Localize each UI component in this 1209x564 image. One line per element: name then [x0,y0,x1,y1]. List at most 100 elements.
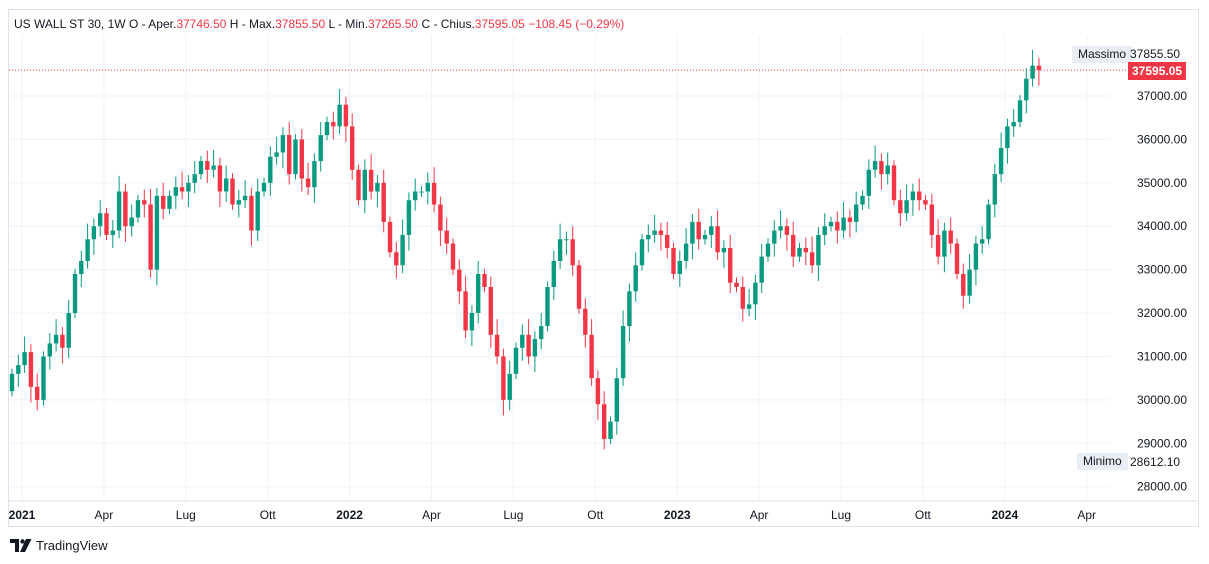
candle-body [860,195,865,205]
candle-body [891,165,897,201]
candle-body [639,239,645,266]
candle-body [255,191,260,231]
candle-body [608,421,613,439]
candle-body [746,304,752,309]
candle-body [299,139,304,179]
candle-body [879,161,884,175]
x-tick-label: Lug [831,508,851,522]
candle-body [910,191,916,201]
candle-body [362,169,367,201]
legend-close-label: C - Chius. [421,17,475,31]
candle-body [778,226,783,231]
candle-body [211,165,216,170]
candle-body [167,195,172,209]
candle-body [476,273,481,314]
candle-body [494,334,500,357]
candle-body [948,230,953,244]
legend-high-label: H - Max. [229,17,276,31]
candle-body [261,182,267,192]
candle-body [513,347,519,374]
candle-body [179,187,185,192]
candle-body [419,191,424,193]
max-value-tag: 37855.50 [1130,47,1180,61]
candle-body [287,135,292,175]
candle-body [22,352,27,366]
candle-body [242,195,248,201]
candle-body [135,200,141,218]
candle-body [312,161,317,188]
candle-body [293,139,298,175]
candle-body [236,200,241,205]
candle-body [961,273,966,296]
candle-body [942,230,947,257]
y-tick-label: 33000.00 [1137,263,1187,277]
candle-body [343,104,349,127]
candle-body [620,326,626,379]
candle-body [835,221,840,231]
candle-body [866,169,871,196]
candle-body [557,239,563,261]
footer: TradingView [10,538,108,553]
candle-body [331,122,336,127]
candle-body [368,169,374,192]
candle-body [998,148,1004,175]
y-tick-label: 35000.00 [1137,176,1187,190]
legend-symbol: US WALL ST 30, [14,17,105,31]
x-tick-label: Ott [915,508,932,522]
x-tick-label: Apr [750,508,769,522]
candle-body [350,126,355,170]
candle-body [482,273,487,288]
candle-body [954,243,960,274]
x-tick-label: Apr [422,508,441,522]
candle-body [381,182,386,222]
candle-body [425,182,430,192]
candle-body [526,334,531,357]
candle-body [268,156,273,183]
candle-body [154,195,160,270]
candle-body [217,165,223,192]
candle-body [828,221,834,227]
x-tick-label: Lug [176,508,196,522]
candle-body [709,226,714,235]
footer-brand[interactable]: TradingView [36,538,108,553]
candle-body [847,217,853,222]
candle-body [734,282,739,288]
candle-body [753,282,758,305]
last-price-tag: 37595.05 [1128,62,1187,80]
candle-body [148,204,153,270]
x-tick-label: 2022 [336,508,363,522]
candle-body [110,230,115,235]
candle-body [72,273,78,314]
candle-body [935,234,941,257]
candle-body [28,352,34,387]
tradingview-logo-icon[interactable] [10,539,32,552]
candle-body [633,265,638,292]
candle-body [142,200,147,205]
y-tick-label: 34000.00 [1137,219,1187,233]
candle-body [1024,78,1029,101]
candle-body [444,230,449,244]
legend-low-label: L - Min. [328,17,369,31]
candle-body [545,287,550,327]
candle-body [759,256,764,283]
min-value: 28612.10 [1130,455,1181,469]
candle-body [929,204,934,235]
chart-frame[interactable] [8,9,1199,527]
candle-body [91,226,97,240]
candle-body [520,334,525,348]
candle-body [123,191,128,227]
candle-body [469,313,475,331]
candle-body [413,191,418,201]
candle-body [47,343,52,357]
candle-body [224,178,229,192]
candle-body [803,247,808,253]
candle-body [66,313,71,348]
candle-body [658,230,664,235]
candle-body [98,213,103,227]
max-label-tag: Massimo [1072,46,1133,63]
candle-body [85,239,90,261]
candle-body [967,269,972,296]
candle-body [375,182,380,192]
max-value: 37855.50 [1130,47,1181,61]
